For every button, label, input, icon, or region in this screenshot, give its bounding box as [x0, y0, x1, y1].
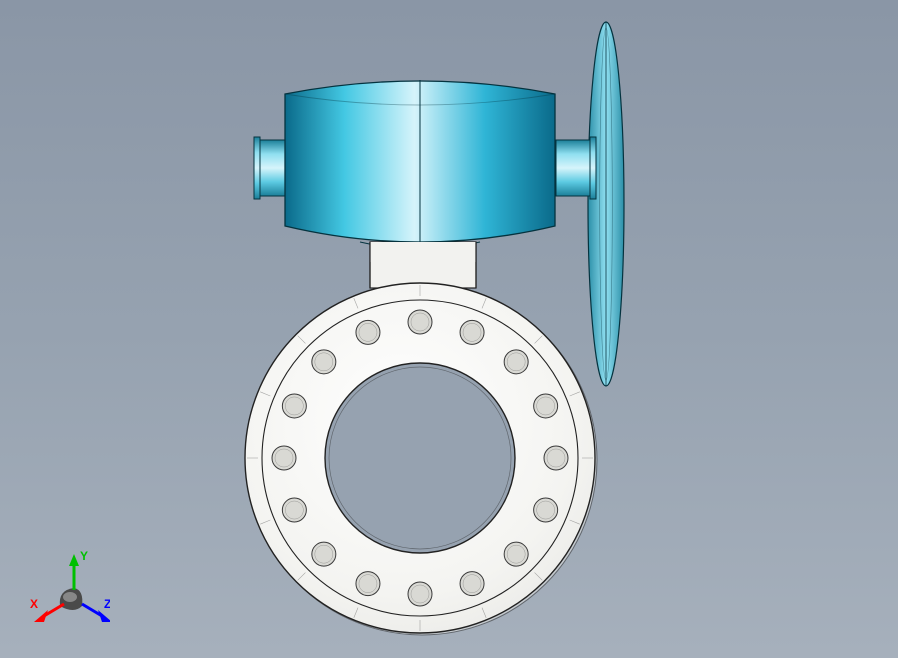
model-canvas: [0, 0, 898, 658]
svg-text:Y: Y: [80, 549, 88, 563]
svg-text:Z: Z: [104, 597, 110, 611]
svg-text:X: X: [30, 597, 38, 611]
view-orientation-triad: Y X Z: [30, 548, 110, 628]
cad-3d-viewport[interactable]: Y X Z: [0, 0, 898, 658]
